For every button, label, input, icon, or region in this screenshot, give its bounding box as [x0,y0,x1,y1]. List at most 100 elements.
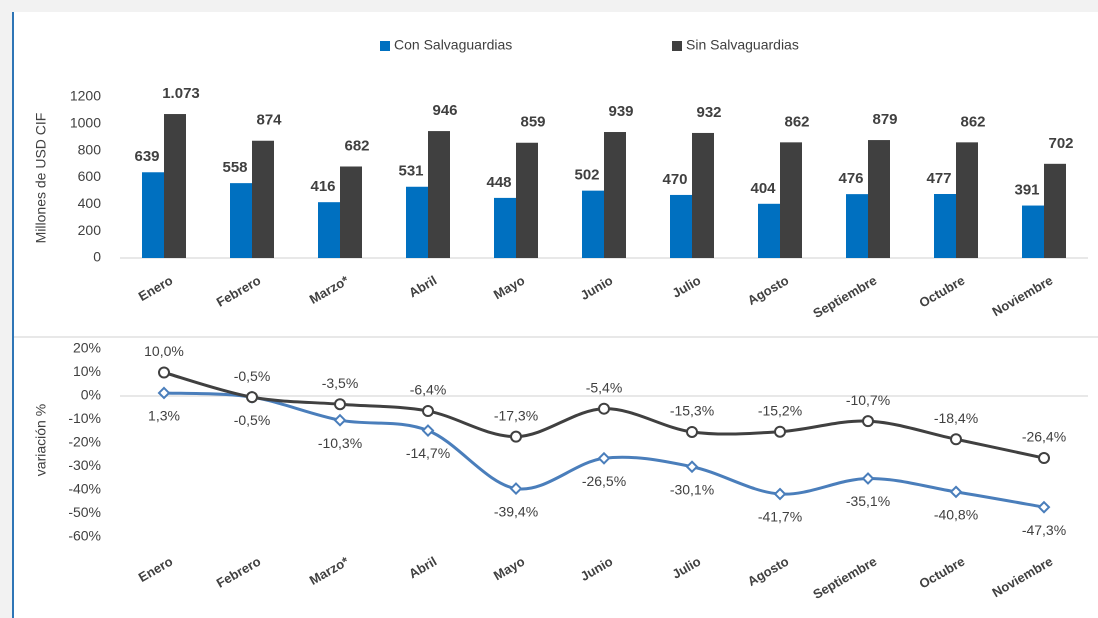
value-label: 502 [574,167,599,184]
value-label: 639 [134,148,159,165]
value-label: -3,5% [322,375,359,391]
y-tick-label: 800 [78,141,102,157]
bar [868,140,890,258]
value-label: 404 [750,180,776,197]
value-label: 391 [1014,182,1039,199]
bar [164,114,186,258]
value-label: -40,8% [934,507,978,523]
bar [934,194,956,258]
y-axis-label: variación % [33,404,49,476]
y-tick-label: -40% [68,481,101,497]
value-label: -35,1% [846,493,890,509]
bar [494,197,516,258]
value-label: -47,3% [1022,522,1066,538]
value-label: 702 [1048,135,1073,152]
bar [230,183,252,258]
bar [516,142,538,258]
marker [334,398,346,411]
marker [421,424,435,437]
bar [670,194,692,258]
y-tick-label: 0 [93,249,101,265]
value-label: -15,3% [670,403,714,419]
y-tick-label: 1200 [70,88,101,104]
bar [692,132,714,258]
value-label: -26,4% [1022,429,1066,445]
bar [1022,205,1044,258]
bar [318,202,340,258]
marker [157,386,171,400]
bar [142,172,164,258]
value-label: 416 [310,178,335,195]
bar [406,186,428,258]
marker [686,425,698,438]
marker [1038,452,1050,465]
legend-label: Con Salvaguardias [394,37,512,53]
marker [1037,500,1051,514]
marker [773,487,787,501]
bar [340,166,362,258]
marker [597,451,611,465]
value-label: 939 [608,103,633,120]
value-label: -41,7% [758,509,802,525]
marker [861,472,875,485]
value-label: 932 [696,104,721,121]
marker [685,460,699,474]
y-tick-label: -10% [68,410,101,426]
value-label: 470 [662,171,687,188]
bar [780,142,802,258]
value-label: 682 [344,137,369,154]
legend-swatch [672,41,682,51]
y-tick-label: 10% [73,363,101,379]
value-label: -30,1% [670,481,714,497]
legend-label: Sin Salvaguardias [686,37,799,53]
marker [510,430,522,443]
value-label: 558 [222,159,247,176]
value-label: -5,4% [586,379,623,395]
value-label: -0,5% [234,412,271,428]
bar [604,132,626,258]
value-label: 477 [926,170,951,187]
bar [846,194,868,258]
legend-swatch [380,41,390,51]
value-label: 448 [486,174,511,191]
y-tick-label: -50% [68,504,101,520]
value-label: -39,4% [494,503,538,519]
y-tick-label: 1000 [70,115,101,131]
value-label: 531 [398,163,423,180]
bar [582,190,604,258]
marker [862,415,874,428]
value-label: -0,5% [234,368,271,384]
y-tick-label: 400 [78,195,102,211]
y-tick-label: 200 [78,222,102,238]
value-label: 874 [256,112,282,129]
value-label: 1,3% [148,408,180,424]
value-label: -10,7% [846,392,890,408]
marker [158,366,170,379]
marker [422,405,434,418]
value-label: 1.073 [162,85,200,102]
bar [758,203,780,258]
y-tick-label: -30% [68,457,101,473]
value-label: 879 [872,111,897,128]
bar [1044,163,1066,258]
marker [246,391,258,404]
value-label: 10,0% [144,343,184,359]
panel [13,12,1098,618]
marker [949,485,963,499]
y-tick-label: -20% [68,434,101,450]
bar [428,131,450,258]
bar [252,140,274,258]
value-label: 862 [960,113,985,130]
bar [956,142,978,258]
value-label: -15,2% [758,402,802,418]
value-label: -14,7% [406,445,450,461]
y-axis-label: Millones de USD CIF [33,113,49,244]
marker [774,425,786,438]
value-label: 859 [520,114,545,131]
value-label: -18,4% [934,410,978,426]
y-tick-label: 0% [81,387,101,403]
y-tick-label: 600 [78,168,102,184]
y-tick-label: -60% [68,528,101,544]
marker [950,433,962,446]
